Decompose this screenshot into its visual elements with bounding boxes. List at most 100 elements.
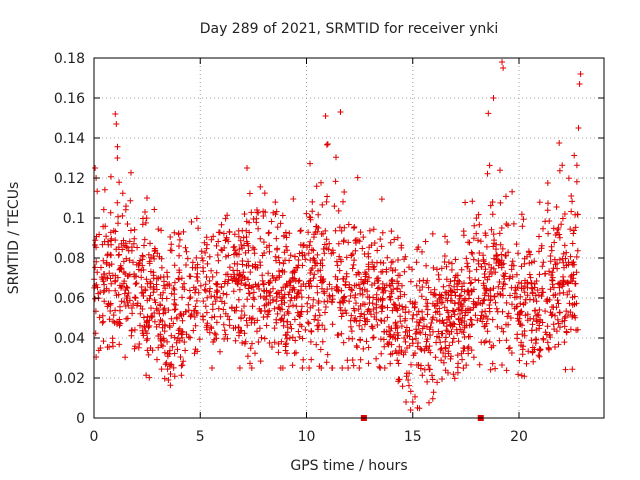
data-point <box>556 140 563 146</box>
data-point <box>489 360 496 367</box>
data-point <box>202 287 209 294</box>
x-tick-label: 10 <box>298 429 316 445</box>
data-point <box>266 242 273 249</box>
data-point <box>259 272 266 279</box>
data-point <box>181 339 188 345</box>
data-point <box>171 334 178 341</box>
data-point <box>245 262 252 269</box>
data-point <box>283 280 290 287</box>
data-point <box>252 350 258 357</box>
data-point <box>463 362 470 369</box>
data-point <box>395 360 402 367</box>
data-point <box>481 260 488 267</box>
data-point <box>179 284 186 291</box>
data-point <box>438 265 445 272</box>
data-point <box>225 252 232 259</box>
data-point <box>377 317 384 324</box>
data-point <box>104 303 111 310</box>
data-point <box>329 292 336 299</box>
data-point <box>497 199 504 206</box>
data-point <box>425 284 432 291</box>
data-point <box>503 367 510 374</box>
data-point <box>549 304 555 310</box>
data-point <box>295 257 302 263</box>
data-point <box>375 277 382 284</box>
data-point <box>429 316 436 323</box>
data-point <box>231 231 238 238</box>
data-point <box>507 315 514 321</box>
data-point <box>194 261 201 268</box>
data-point <box>513 241 520 248</box>
data-point <box>501 273 508 280</box>
data-point <box>311 316 318 323</box>
data-point <box>536 271 543 278</box>
data-point <box>273 208 280 215</box>
data-point <box>490 285 497 292</box>
data-point <box>345 221 352 228</box>
data-point <box>286 230 293 237</box>
data-point <box>117 282 123 289</box>
data-point <box>306 214 313 220</box>
data-point <box>429 300 436 307</box>
data-point <box>465 333 472 340</box>
data-point <box>307 238 314 245</box>
data-point <box>469 250 476 257</box>
data-point <box>289 362 296 369</box>
data-point <box>248 365 255 371</box>
data-point <box>303 210 310 217</box>
data-point <box>274 289 281 296</box>
data-point <box>564 279 571 286</box>
data-point <box>140 215 146 222</box>
data-point <box>289 287 296 294</box>
data-point <box>204 260 211 267</box>
data-point <box>443 295 449 302</box>
data-point <box>361 321 368 328</box>
data-point <box>464 263 471 270</box>
data-point <box>379 303 386 309</box>
data-point <box>505 249 512 256</box>
data-point <box>441 253 448 259</box>
data-point <box>294 290 301 297</box>
data-point <box>380 288 387 294</box>
data-point <box>242 281 249 288</box>
data-point <box>305 294 312 301</box>
data-point <box>272 253 279 260</box>
data-point <box>165 307 172 314</box>
data-point <box>357 285 363 292</box>
data-point <box>443 276 450 283</box>
data-point <box>323 198 330 205</box>
data-point <box>336 224 343 231</box>
data-point <box>290 268 297 275</box>
data-point <box>461 324 468 331</box>
data-point <box>223 291 230 298</box>
data-point <box>168 332 175 339</box>
data-point <box>434 266 440 273</box>
data-point <box>244 353 251 360</box>
data-point <box>130 259 136 266</box>
data-point <box>302 256 309 263</box>
data-point <box>338 330 345 337</box>
data-point <box>103 259 110 266</box>
data-point <box>555 300 562 307</box>
data-point <box>294 309 301 316</box>
data-point <box>234 278 241 285</box>
data-point <box>346 281 353 288</box>
data-point <box>106 316 113 323</box>
data-point <box>486 305 493 312</box>
data-point <box>451 289 458 296</box>
data-point <box>308 246 315 253</box>
data-point <box>248 209 255 216</box>
data-point <box>214 287 220 294</box>
data-point <box>244 296 251 303</box>
data-point <box>378 196 385 203</box>
data-point <box>295 328 302 335</box>
data-point <box>500 65 507 71</box>
data-point <box>244 322 251 329</box>
data-point <box>283 340 290 347</box>
data-point <box>196 336 203 343</box>
data-point <box>284 324 291 331</box>
data-point <box>427 332 434 339</box>
data-point <box>245 258 251 265</box>
data-point <box>241 211 248 217</box>
data-point <box>570 230 577 237</box>
